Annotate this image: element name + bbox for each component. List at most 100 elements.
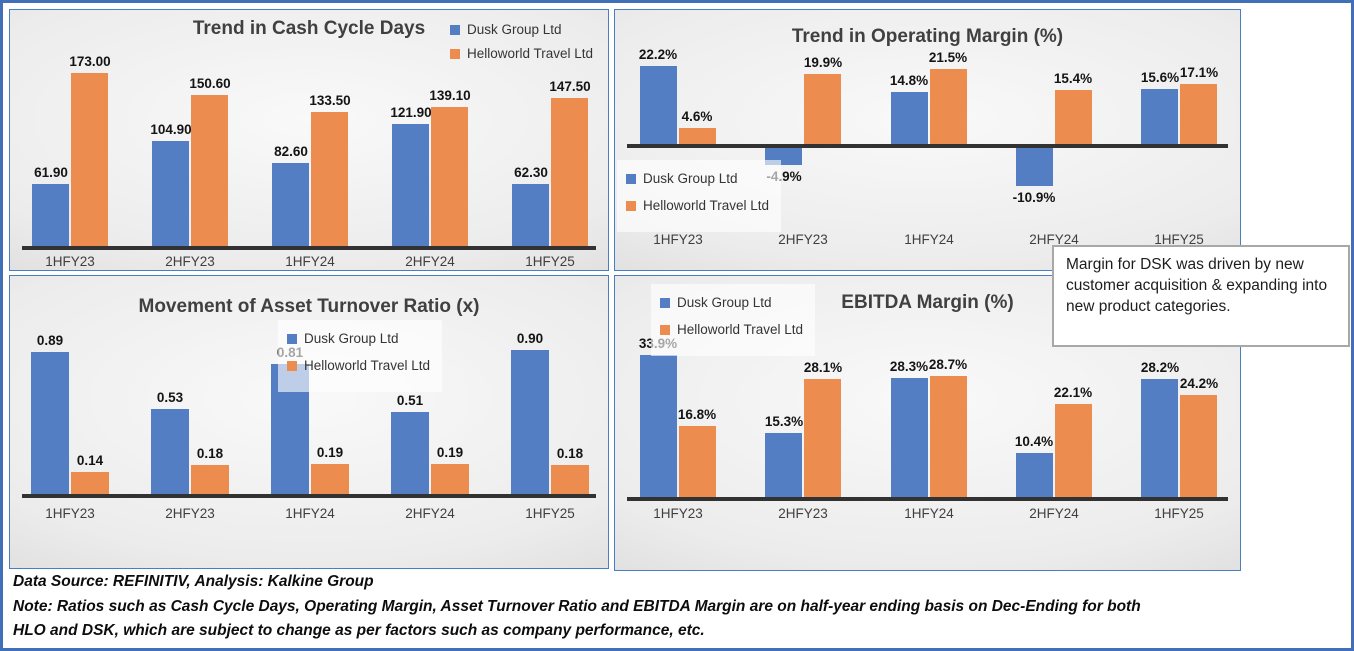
legend-label: Helloworld Travel Ltd <box>643 198 770 213</box>
cash-cycle-bar <box>392 124 429 246</box>
asset-turnover-bar-label: 0.90 <box>516 331 544 346</box>
asset-turnover-x-axis <box>22 494 596 498</box>
legend-label: Dusk Group Ltd <box>304 331 399 346</box>
asset-turnover-legend: Dusk Group Ltd Helloworld Travel Ltd <box>278 320 443 392</box>
helloworld-swatch-icon <box>450 48 460 59</box>
cash-cycle-bar <box>272 163 309 246</box>
cash-cycle-bar <box>311 112 348 246</box>
ebitda-margin-bar-label: 28.2% <box>1140 360 1180 375</box>
cash-cycle-chart-panel: Trend in Cash Cycle Days 61.90 104.90 82.60… <box>9 9 609 271</box>
operating-margin-category-label: 1HFY24 <box>904 232 954 247</box>
asset-turnover-bar-label: 0.14 <box>76 453 104 468</box>
ebitda-margin-bar-label: 15.3% <box>764 414 804 429</box>
cash-cycle-category-label: 1HFY23 <box>45 254 95 269</box>
cash-cycle-bar-label: 139.10 <box>429 88 471 103</box>
ebitda-margin-bar <box>1016 453 1053 497</box>
asset-turnover-category-label: 2HFY24 <box>405 506 455 521</box>
dusk-swatch-icon <box>660 297 670 308</box>
asset-turnover-bar <box>151 409 189 494</box>
operating-margin-bar-label: 4.6% <box>681 109 713 124</box>
operating-margin-bar <box>1016 148 1053 186</box>
cash-cycle-legend-item: Helloworld Travel Ltd <box>450 46 593 61</box>
cash-cycle-bar <box>152 141 189 246</box>
ebitda-margin-category-label: 2HFY24 <box>1029 506 1079 521</box>
legend-label: Helloworld Travel Ltd <box>677 322 804 337</box>
ebitda-margin-bar-label: 28.3% <box>889 359 929 374</box>
asset-turnover-bar-label: 0.18 <box>556 446 584 461</box>
asset-turnover-bar-label: 0.51 <box>396 393 424 408</box>
cash-cycle-legend-item: Dusk Group Ltd <box>450 22 593 37</box>
operating-margin-title: Trend in Operating Margin (%) <box>791 26 1064 47</box>
cash-cycle-bar-label: 150.60 <box>189 76 231 91</box>
asset-turnover-chart-panel: Movement of Asset Turnover Ratio (x) 0.89… <box>9 275 609 569</box>
operating-margin-bar-label: 17.1% <box>1179 65 1219 80</box>
operating-margin-bar <box>1180 84 1217 144</box>
cash-cycle-bar <box>431 107 468 246</box>
asset-turnover-category-label: 2HFY23 <box>165 506 215 521</box>
helloworld-swatch-icon <box>660 324 670 335</box>
dusk-swatch-icon <box>287 333 297 344</box>
cash-cycle-title: Trend in Cash Cycle Days <box>192 18 426 39</box>
cash-cycle-x-axis <box>22 246 596 250</box>
asset-turnover-bar <box>31 352 69 494</box>
cash-cycle-bar-label: 61.90 <box>34 165 68 180</box>
ebitda-margin-bar-label: 24.2% <box>1179 376 1219 391</box>
ebitda-margin-bar-label: 28.1% <box>803 360 843 375</box>
cash-cycle-category-label: 2HFY24 <box>405 254 455 269</box>
legend-label: Helloworld Travel Ltd <box>467 46 594 61</box>
ebitda-margin-category-label: 1HFY25 <box>1154 506 1204 521</box>
ebitda-margin-legend-item: Helloworld Travel Ltd <box>660 322 803 337</box>
asset-turnover-bar-label: 0.18 <box>196 446 224 461</box>
margin-note-text: Margin for DSK was driven by new custome… <box>1066 256 1328 315</box>
footer-note-line2: HLO and DSK, which are subject to change… <box>13 622 705 639</box>
helloworld-swatch-icon <box>287 360 297 371</box>
ebitda-margin-legend: Dusk Group Ltd Helloworld Travel Ltd <box>651 284 816 356</box>
asset-turnover-bar <box>71 472 109 494</box>
asset-turnover-category-label: 1HFY25 <box>525 506 575 521</box>
operating-margin-bar-label: 22.2% <box>638 47 678 62</box>
operating-margin-category-label: 1HFY23 <box>653 232 703 247</box>
asset-turnover-bar <box>431 464 469 494</box>
ebitda-margin-legend-item: Dusk Group Ltd <box>660 295 803 310</box>
asset-turnover-bar <box>551 465 589 494</box>
asset-turnover-category-label: 1HFY24 <box>285 506 335 521</box>
asset-turnover-legend-item: Dusk Group Ltd <box>287 331 430 346</box>
asset-turnover-bar-label: 0.19 <box>436 445 464 460</box>
operating-margin-bar <box>930 69 967 144</box>
ebitda-margin-category-label: 1HFY23 <box>653 506 703 521</box>
operating-margin-bar-label: 19.9% <box>803 55 843 70</box>
ebitda-margin-bar <box>679 426 716 497</box>
operating-margin-category-label: 1HFY25 <box>1154 232 1204 247</box>
asset-turnover-bar <box>311 464 349 494</box>
cash-cycle-bar <box>512 184 549 246</box>
cash-cycle-bar-label: 121.90 <box>390 105 432 120</box>
ebitda-margin-bar <box>891 378 928 497</box>
operating-margin-legend: Dusk Group Ltd Helloworld Travel Ltd <box>617 160 782 232</box>
operating-margin-bar-label: -10.9% <box>1012 190 1056 205</box>
operating-margin-x-axis <box>627 144 1228 148</box>
operating-margin-bar-label: 21.5% <box>928 50 968 65</box>
ebitda-margin-bar-label: 22.1% <box>1053 385 1093 400</box>
ebitda-margin-bar <box>765 433 802 497</box>
ebitda-margin-title: EBITDA Margin (%) <box>841 292 1014 313</box>
asset-turnover-bar <box>391 412 429 494</box>
cash-cycle-bar-label: 133.50 <box>309 93 351 108</box>
operating-margin-bar <box>1055 90 1092 144</box>
cash-cycle-category-label: 1HFY24 <box>285 254 335 269</box>
operating-margin-category-label: 2HFY24 <box>1029 232 1079 247</box>
helloworld-swatch-icon <box>626 200 636 211</box>
asset-turnover-legend-item: Helloworld Travel Ltd <box>287 358 430 373</box>
asset-turnover-bar <box>191 465 229 494</box>
cash-cycle-bar-label: 62.30 <box>514 165 548 180</box>
cash-cycle-bar-label: 82.60 <box>274 144 308 159</box>
cash-cycle-bar <box>32 184 69 246</box>
asset-turnover-bar-label: 0.19 <box>316 445 344 460</box>
legend-label: Dusk Group Ltd <box>643 171 738 186</box>
ebitda-margin-bar <box>1055 404 1092 497</box>
cash-cycle-legend: Dusk Group Ltd Helloworld Travel Ltd <box>450 20 593 70</box>
operating-margin-chart-panel: Trend in Operating Margin (%) 22.2% -4.9% 1… <box>614 9 1241 271</box>
operating-margin-legend-item: Dusk Group Ltd <box>626 171 769 186</box>
legend-label: Helloworld Travel Ltd <box>304 358 431 373</box>
ebitda-margin-bar-label: 16.8% <box>677 407 717 422</box>
